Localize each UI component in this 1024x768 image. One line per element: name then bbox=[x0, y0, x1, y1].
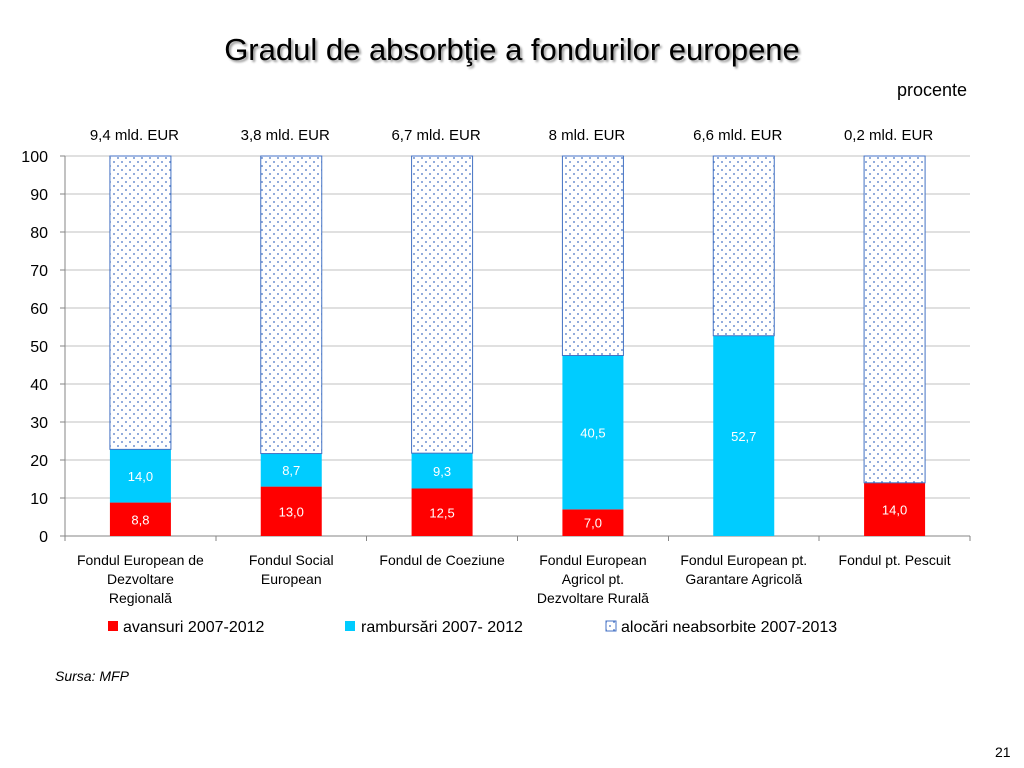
bar-segment-alocari bbox=[411, 155, 474, 454]
category-label-line: Fondul de Coeziune bbox=[379, 552, 505, 568]
axes bbox=[60, 155, 971, 541]
bar-segment-avansuri bbox=[562, 509, 624, 536]
data-label: 14,0 bbox=[128, 469, 153, 484]
legend-item-avansuri: avansuri 2007-2012 bbox=[108, 619, 265, 636]
category-label-line: European bbox=[261, 571, 322, 587]
bar-segment-alocari bbox=[260, 155, 323, 455]
page-number: 21 bbox=[995, 744, 1011, 760]
data-label: 52,7 bbox=[731, 429, 756, 444]
bar-segment-rambursari bbox=[562, 355, 624, 510]
chart-title: Gradul de absorbţie a fondurilor europen… bbox=[224, 32, 800, 67]
data-label: 8,8 bbox=[131, 512, 149, 527]
y-tick-label: 80 bbox=[30, 225, 48, 242]
y-tick-label: 0 bbox=[39, 529, 48, 546]
y-tick-labels: 0 10 20 30 40 50 60 70 80 90 100 bbox=[21, 149, 48, 546]
data-label: 9,3 bbox=[433, 464, 451, 479]
bar-segment-rambursari bbox=[260, 453, 322, 487]
category-label: Fondul Social European bbox=[249, 552, 334, 587]
y-tick-label: 90 bbox=[30, 187, 48, 204]
category-label-line: Fondul European bbox=[539, 552, 646, 568]
data-label: 14,0 bbox=[882, 502, 907, 517]
source-note: Sursa: MFP bbox=[55, 668, 129, 684]
category-label-line: Fondul European pt. bbox=[680, 552, 807, 568]
bar-segment-alocari bbox=[561, 155, 624, 356]
legend-marker-avansuri bbox=[108, 621, 118, 631]
category-label: Fondul de Coeziune bbox=[379, 552, 505, 568]
category-label-line: Regională bbox=[109, 590, 172, 606]
legend-item-alocari-neabsorbite: alocări neabsorbite 2007-2013 bbox=[605, 619, 837, 636]
bar-segment-alocari bbox=[863, 155, 926, 484]
bar-segment-avansuri bbox=[109, 502, 171, 536]
bar-top-label: 0,2 mld. EUR bbox=[844, 127, 933, 144]
gridlines bbox=[65, 155, 970, 537]
legend-item-rambursari: rambursări 2007- 2012 bbox=[345, 619, 523, 636]
y-tick-label: 30 bbox=[30, 415, 48, 432]
bar-top-label: 6,6 mld. EUR bbox=[693, 127, 782, 144]
bar-top-label: 3,8 mld. EUR bbox=[241, 127, 330, 144]
unit-label: procente bbox=[896, 80, 967, 100]
category-label-line: Fondul pt. Pescuit bbox=[839, 552, 951, 568]
bar-segment-avansuri bbox=[411, 488, 473, 536]
bar-segment-alocari bbox=[712, 155, 775, 337]
data-label: 12,5 bbox=[429, 505, 454, 520]
category-label-line: Fondul European de bbox=[77, 552, 204, 568]
bar-top-label: 6,7 mld. EUR bbox=[391, 127, 480, 144]
legend-label-avansuri: avansuri 2007-2012 bbox=[123, 619, 265, 636]
category-label-line: Garantare Agricolă bbox=[685, 571, 802, 587]
category-label: Fondul pt. Pescuit bbox=[839, 552, 951, 568]
category-label-line: Dezvoltare Rurală bbox=[537, 590, 649, 606]
category-label: Fondul European de Dezvoltare Regională bbox=[77, 552, 204, 606]
legend-marker-alocari-neabsorbite bbox=[605, 620, 617, 632]
y-tick-label: 60 bbox=[30, 301, 48, 318]
bar-top-label: 8 mld. EUR bbox=[549, 127, 626, 144]
bars bbox=[109, 155, 926, 536]
y-tick-label: 20 bbox=[30, 453, 48, 470]
y-tick-label: 50 bbox=[30, 339, 48, 356]
data-label: 13,0 bbox=[279, 504, 304, 519]
bar-top-label: 9,4 mld. EUR bbox=[90, 127, 179, 144]
bar-top-labels: 9,4 mld. EUR 3,8 mld. EUR 6,7 mld. EUR 8 ml… bbox=[90, 127, 934, 144]
category-label-line: Agricol pt. bbox=[562, 571, 624, 587]
y-tick-label: 40 bbox=[30, 377, 48, 394]
bar-segment-avansuri bbox=[260, 486, 322, 536]
y-tick-label: 10 bbox=[30, 491, 48, 508]
bar-segment-avansuri bbox=[864, 482, 926, 536]
y-tick-label: 100 bbox=[21, 149, 48, 166]
legend-label-rambursari: rambursări 2007- 2012 bbox=[361, 619, 523, 636]
category-label: Fondul European Agricol pt. Dezvoltare Rur… bbox=[537, 552, 649, 606]
category-label-line: Dezvoltare bbox=[107, 571, 174, 587]
data-labels: 8,8 14,0 13,0 8,7 12,5 9,3 7,0 40,5 52,7 14,0 bbox=[128, 425, 907, 530]
data-label: 8,7 bbox=[282, 463, 300, 478]
legend-label-alocari-neabsorbite: alocări neabsorbite 2007-2013 bbox=[621, 619, 837, 636]
bar-segment-rambursari bbox=[109, 449, 171, 503]
bar-segment-rambursari bbox=[713, 335, 775, 536]
y-tick-label: 70 bbox=[30, 263, 48, 280]
bar-segment-alocari bbox=[109, 155, 172, 450]
bar-segment-rambursari bbox=[411, 453, 473, 489]
category-label: Fondul European pt. Garantare Agricolă bbox=[680, 552, 807, 587]
data-label: 40,5 bbox=[580, 425, 605, 440]
data-label: 7,0 bbox=[584, 516, 602, 531]
category-label-line: Fondul Social bbox=[249, 552, 334, 568]
category-labels: Fondul European de Dezvoltare RegionalăFon… bbox=[77, 552, 951, 606]
legend: avansuri 2007-2012 rambursări 2007- 2012… bbox=[108, 619, 837, 636]
legend-marker-rambursari bbox=[345, 621, 355, 631]
